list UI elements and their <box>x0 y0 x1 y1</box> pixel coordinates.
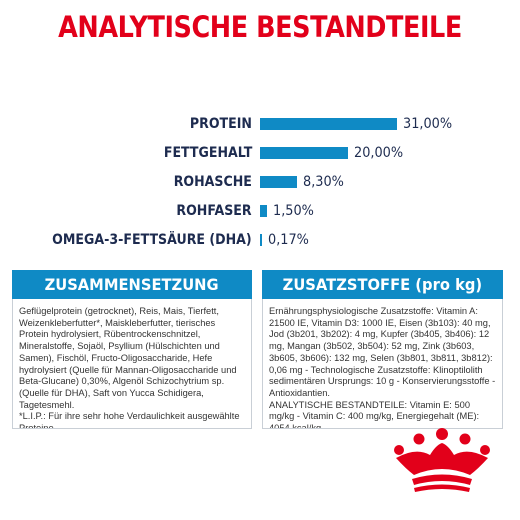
zusammensetzung-text: Geflügelprotein (getrocknet), Reis, Mais… <box>19 306 237 410</box>
value-label: 1,50% <box>272 203 314 219</box>
zusammensetzung-panel: Geflügelprotein (getrocknet), Reis, Mais… <box>12 299 252 429</box>
category-label: ROHFASER <box>176 203 252 219</box>
zusatzstoffe-header: ZUSATZSTOFFE (pro kg) <box>262 270 503 299</box>
category-label: OMEGA-3-FETTSÄURE (DHA) <box>52 232 252 248</box>
value-label: 20,00% <box>354 145 404 161</box>
value-label: 0,17% <box>268 232 309 248</box>
category-label: FETTGEHALT <box>163 145 252 161</box>
analysis-bar-chart: PROTEIN 31,00% FETTGEHALT 20,00% ROHASCHE 8,3… <box>52 116 453 248</box>
value-label: 8,30% <box>302 174 344 190</box>
zusatzstoffe-text: Ernährungsphysiologische Zusatzstoffe: V… <box>269 306 496 398</box>
bar <box>260 118 397 130</box>
bar <box>260 234 262 246</box>
bar <box>260 176 297 188</box>
category-label: PROTEIN <box>189 116 252 132</box>
zusatzstoffe-extra: ANALYTISCHE BESTANDTEILE: Vitamin E: 500… <box>269 399 480 429</box>
bar <box>260 147 349 159</box>
zusammensetzung-title: ZUSAMMENSETZUNG <box>44 275 220 294</box>
category-label: ROHASCHE <box>173 174 252 190</box>
page-title: ANALYTISCHE BESTANDTEILE <box>58 10 462 44</box>
zusammensetzung-footnote: *L.I.P.: Für ihre sehr hohe Verdaulichke… <box>19 411 240 429</box>
royal-canin-crown-logo <box>394 428 490 492</box>
bar <box>260 205 267 217</box>
value-label: 31,00% <box>403 116 453 132</box>
zusammensetzung-header: ZUSAMMENSETZUNG <box>12 270 252 299</box>
zusatzstoffe-panel: Ernährungsphysiologische Zusatzstoffe: V… <box>262 299 503 429</box>
zusatzstoffe-title: ZUSATZSTOFFE (pro kg) <box>282 275 483 294</box>
